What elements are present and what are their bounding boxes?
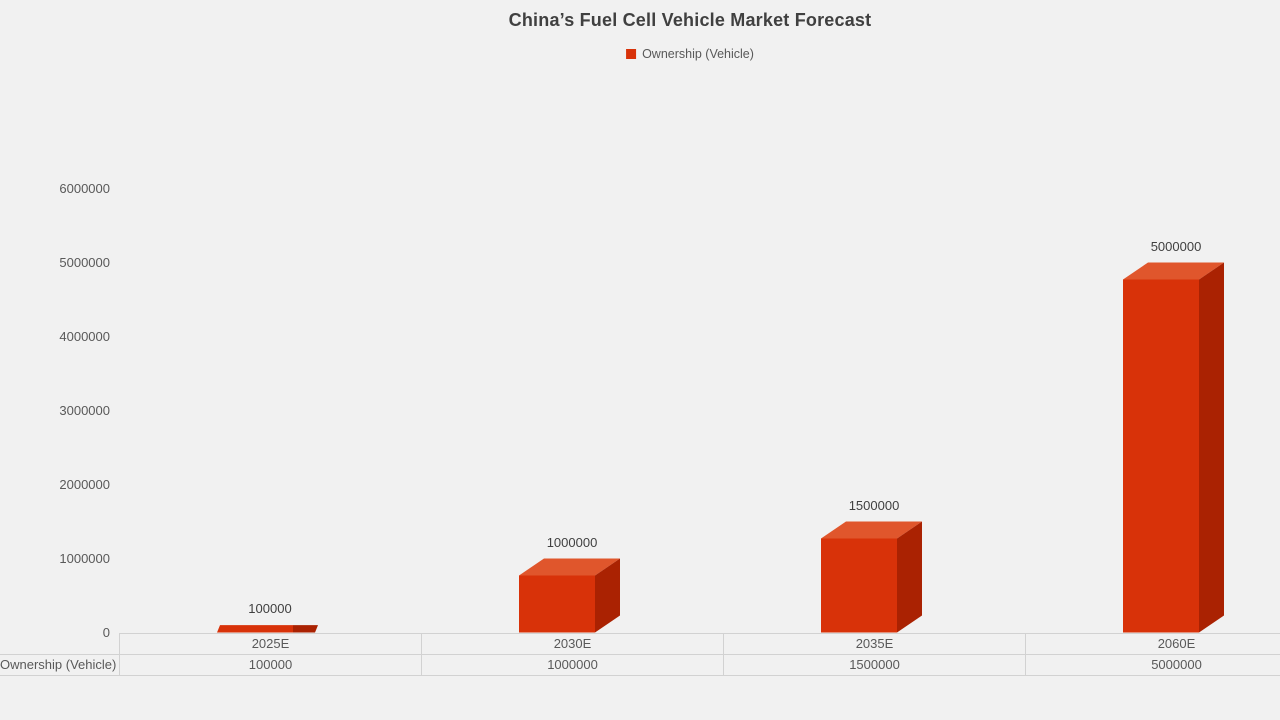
bar-top-face	[1123, 262, 1224, 280]
data-table-row-header: Ownership (Vehicle)	[0, 657, 117, 672]
bar-side-face	[897, 521, 922, 633]
y-tick-label: 3000000	[59, 402, 110, 418]
bar-2025E[interactable]	[217, 625, 318, 633]
y-tick-label: 1000000	[59, 550, 110, 566]
bar-front-face	[1123, 279, 1199, 633]
y-tick-label: 2000000	[59, 476, 110, 492]
y-tick-label: 5000000	[59, 254, 110, 270]
bar-top-face	[217, 625, 293, 633]
legend-swatch-icon	[626, 49, 637, 59]
chart-title: China’s Fuel Cell Vehicle Market Forecas…	[508, 10, 872, 30]
bar-value-label: 100000	[248, 601, 292, 617]
bar-side-face	[1199, 262, 1224, 633]
bar-top-face	[821, 521, 922, 539]
y-tick-label: 6000000	[59, 180, 110, 196]
bar-side-face	[595, 558, 620, 633]
bar-value-label: 1500000	[848, 497, 900, 513]
legend-series-label: Ownership (Vehicle)	[642, 47, 754, 61]
data-table-value-row: Ownership (Vehicle) 100000 1000000 1500000…	[0, 654, 1280, 676]
bar-2035E[interactable]	[821, 521, 922, 633]
bar-value-label: 5000000	[1150, 238, 1202, 254]
bar-top-face	[519, 558, 620, 576]
bar-side-face	[293, 625, 318, 633]
bar-2060E[interactable]	[1123, 262, 1224, 633]
data-table-category-cell: 2030E	[421, 634, 723, 654]
bar-front-face	[821, 538, 897, 633]
data-table-category-cell: 2035E	[723, 634, 1025, 654]
data-table-value-cell: 100000	[119, 655, 421, 675]
data-table-category-cell: 2060E	[1025, 634, 1280, 654]
bar-2030E[interactable]	[519, 558, 620, 633]
data-table-value-cell: 1000000	[421, 655, 723, 675]
bar-front-face	[519, 575, 595, 633]
y-tick-label: 4000000	[59, 328, 110, 344]
data-table-category-row: 2025E 2030E 2035E 2060E	[119, 633, 1280, 654]
bar-value-label: 1000000	[546, 534, 598, 550]
data-table-category-cell: 2025E	[119, 634, 421, 654]
y-tick-label: 0	[102, 624, 110, 640]
data-table-value-cell: 1500000	[723, 655, 1025, 675]
data-table-value-cell: 5000000	[1025, 655, 1280, 675]
legend[interactable]: Ownership (Vehicle)	[626, 47, 754, 61]
